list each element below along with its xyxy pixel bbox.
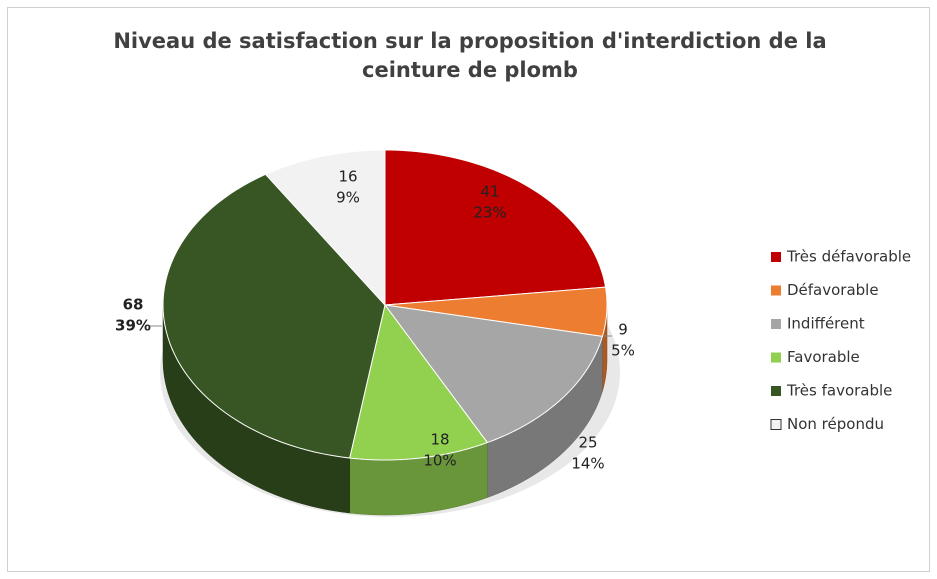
data-label: 9	[618, 321, 628, 339]
data-label: 41	[480, 183, 499, 201]
legend-marker	[771, 319, 781, 329]
chart-title: Niveau de satisfaction sur la propositio…	[113, 29, 827, 82]
data-label-percent: 39%	[115, 317, 151, 335]
slice	[349, 303, 489, 461]
legend-label: Très défavorable	[786, 248, 911, 266]
data-label: 25	[578, 434, 597, 452]
data-label: 68	[123, 296, 144, 314]
legend-label: Indifférent	[787, 315, 865, 333]
data-label-percent: 23%	[473, 204, 506, 222]
data-label-percent: 9%	[336, 189, 360, 207]
data-label: 18	[430, 431, 449, 449]
legend-marker	[771, 386, 781, 396]
legend-marker	[771, 252, 781, 262]
data-label-percent: 5%	[611, 342, 635, 360]
legend-marker	[770, 419, 782, 430]
legend-label: Défavorable	[787, 281, 879, 299]
data-label-percent: 14%	[571, 455, 604, 473]
legend-label: Non répondu	[787, 415, 884, 433]
slice	[264, 149, 386, 307]
slice	[162, 173, 386, 459]
legend-label: Favorable	[787, 348, 860, 366]
slice	[384, 286, 608, 337]
legend-marker	[771, 285, 781, 296]
legend-marker	[771, 352, 781, 363]
legend-label: Très favorable	[786, 382, 892, 400]
data-label-percent: 10%	[423, 452, 456, 470]
slice	[384, 149, 607, 306]
data-label: 16	[338, 168, 357, 186]
slice	[383, 304, 604, 444]
